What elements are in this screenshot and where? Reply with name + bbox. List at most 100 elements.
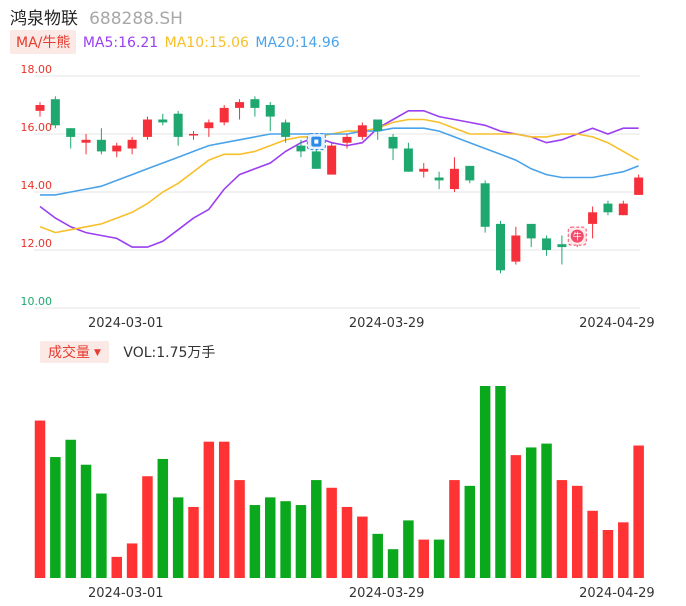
ma20-line: [40, 127, 639, 196]
volume-bar: [572, 485, 583, 578]
ma-indicator-selector[interactable]: MA/牛熊: [10, 30, 77, 54]
volume-date-label: 2024-03-29: [349, 586, 425, 601]
price-date-label: 2024-03-29: [349, 316, 425, 331]
candle-body: [127, 139, 137, 149]
volume-bar: [50, 457, 61, 578]
candle-body: [511, 235, 521, 262]
volume-bar: [265, 497, 276, 578]
candle: [480, 180, 490, 233]
candle-body: [189, 134, 198, 136]
candle-body: [250, 99, 260, 108]
candle-body: [557, 244, 567, 248]
candle-body: [81, 139, 91, 143]
ma20-label: MA20:14.96: [255, 35, 340, 51]
candle-body: [311, 151, 321, 169]
bull-icon-label: 牛: [573, 231, 582, 243]
candle: [542, 235, 552, 256]
candle: [342, 134, 352, 149]
candle: [373, 119, 383, 140]
ma10-label: MA10:15.06: [164, 35, 249, 51]
volume-bar: [464, 485, 476, 578]
candle: [281, 119, 291, 143]
candle: [35, 102, 45, 117]
ma5-line: [39, 110, 639, 248]
candle: [204, 119, 214, 137]
price-date-label: 2024-03-01: [88, 316, 164, 331]
candle-body: [618, 203, 628, 216]
candle-body: [603, 203, 613, 213]
volume-bar: [556, 480, 568, 578]
candle-body: [66, 128, 76, 137]
volume-date-label: 2024-04-29: [579, 586, 655, 601]
volume-bar: [541, 443, 552, 578]
candle-body: [235, 102, 245, 108]
volume-bar: [34, 420, 46, 578]
candle: [603, 200, 613, 216]
candle: [327, 142, 337, 175]
candle-body: [357, 125, 367, 137]
volume-bar: [387, 549, 399, 578]
candle: [158, 113, 168, 126]
price-axis-label: 12.00: [21, 237, 53, 250]
candle-body: [419, 168, 429, 172]
candle-body: [173, 113, 183, 137]
volume-bar: [65, 439, 76, 578]
candle: [250, 96, 260, 117]
candle-body: [373, 119, 383, 132]
volume-date-label: 2024-03-01: [88, 586, 164, 601]
volume-bar: [357, 516, 368, 578]
volume-bar: [126, 543, 138, 578]
volume-bar: [602, 530, 614, 578]
volume-bar: [295, 505, 307, 578]
candle: [403, 142, 413, 172]
candle: [526, 223, 536, 248]
candle-body: [542, 238, 552, 250]
candle-body: [265, 105, 275, 117]
bull-icon-face: [570, 229, 584, 243]
candle: [618, 200, 628, 216]
candle: [511, 226, 521, 265]
volume-bar: [203, 441, 215, 578]
volume-bar: [372, 533, 383, 578]
title-row: 鸿泉物联 688288.SH: [10, 4, 183, 29]
candle: [173, 110, 183, 146]
volume-bar: [418, 539, 429, 578]
volume-bar: [525, 447, 537, 578]
volume-bar: [510, 455, 522, 578]
volume-bar: [142, 476, 153, 578]
candle-body: [158, 119, 168, 123]
candle-body: [327, 145, 337, 175]
stock-code: 688288.SH: [89, 9, 183, 29]
candle-body: [281, 122, 291, 137]
candle-body: [526, 223, 536, 239]
volume-indicator-selector[interactable]: 成交量 ▼: [40, 341, 109, 363]
candle: [419, 163, 429, 178]
candle-body: [465, 165, 475, 181]
volume-bar: [111, 556, 122, 578]
volume-bar: [188, 506, 199, 578]
candle: [189, 131, 198, 140]
price-axis-label: 14.00: [21, 179, 53, 192]
volume-bar: [341, 506, 353, 578]
candle: [235, 99, 245, 120]
volume-bar: [403, 520, 414, 578]
volume-bar: [449, 480, 460, 578]
candle-body: [588, 212, 598, 224]
candle: [112, 142, 122, 158]
candle: [496, 221, 505, 274]
volume-bar: [157, 458, 169, 578]
candle: [388, 134, 398, 161]
volume-bar: [172, 497, 184, 578]
candle: [66, 128, 76, 149]
volume-bar: [311, 480, 322, 578]
candle: [434, 171, 444, 190]
bear-icon: [306, 133, 326, 151]
price-axis-label: 10.00: [21, 295, 53, 308]
candle-body: [112, 145, 122, 152]
volume-value: VOL:1.75万手: [123, 345, 216, 361]
candle: [50, 96, 60, 129]
bull-icon: 牛: [567, 226, 587, 246]
candle-body: [403, 148, 413, 172]
candle: [96, 128, 106, 155]
price-chart[interactable]: 10.00 12.00 14.00 16.00 18.00 2024-03-01 2024-…: [0, 0, 686, 340]
